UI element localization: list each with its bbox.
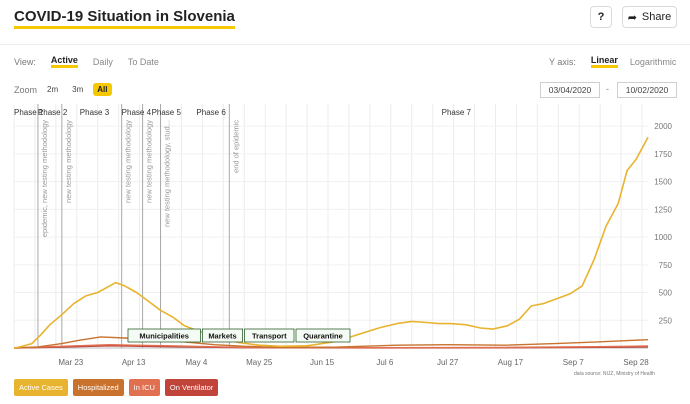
phase-label: Phase 3 bbox=[80, 108, 110, 117]
zoom-3m-button[interactable]: 3m bbox=[72, 85, 84, 94]
y-tick-label: 250 bbox=[659, 316, 673, 325]
measure-box bbox=[201, 328, 243, 343]
y-tick-label: 1000 bbox=[654, 233, 672, 242]
event-label: epidemic, new testing methodology bbox=[40, 120, 49, 237]
measure-label: Municipalities bbox=[139, 332, 189, 341]
series-line-hospitalized bbox=[13, 336, 649, 349]
share-button[interactable]: ➦ Share bbox=[622, 6, 677, 28]
event-label: end of epidemic bbox=[231, 120, 240, 173]
x-tick-label: May 25 bbox=[246, 358, 273, 367]
x-tick-label: Jun 15 bbox=[310, 358, 335, 367]
x-tick-label: Aug 17 bbox=[498, 358, 524, 367]
yaxis-option-log[interactable]: Logarithmic bbox=[629, 56, 677, 67]
y-tick-label: 500 bbox=[659, 289, 673, 298]
date-from-input[interactable]: 03/04/2020 bbox=[540, 82, 600, 98]
help-button[interactable]: ? bbox=[590, 6, 612, 28]
view-option-daily[interactable]: Daily bbox=[92, 56, 113, 67]
date-to-input[interactable]: 10/02/2020 bbox=[617, 82, 677, 98]
y-tick-label: 1750 bbox=[654, 150, 672, 159]
x-tick-label: Sep 28 bbox=[623, 358, 649, 367]
phase-label: Phase 6 bbox=[196, 108, 226, 117]
x-tick-label: Apr 13 bbox=[122, 358, 146, 367]
zoom-label: Zoom bbox=[14, 84, 38, 95]
phase-label: Phase 5 bbox=[152, 108, 182, 117]
chart-legend: Active Cases Hospitalized In ICU On Vent… bbox=[14, 379, 219, 396]
measure-box bbox=[244, 328, 295, 343]
zoom-2m-button[interactable]: 2m bbox=[47, 85, 59, 94]
measure-box bbox=[127, 328, 201, 343]
measure-annotation: Transport bbox=[244, 328, 295, 343]
phase-label: Phase 2 bbox=[38, 108, 68, 117]
legend-on-ventilator[interactable]: On Ventilator bbox=[164, 379, 219, 396]
x-tick-label: Sep 7 bbox=[563, 358, 584, 367]
measure-box bbox=[295, 328, 351, 343]
x-tick-label: Jul 27 bbox=[437, 358, 459, 367]
legend-in-icu[interactable]: In ICU bbox=[128, 379, 160, 396]
measure-annotation: Markets bbox=[201, 328, 243, 343]
yaxis-selector: Y axis: Linear Logarithmic bbox=[549, 55, 676, 68]
x-tick-label: May 4 bbox=[186, 358, 208, 367]
measure-annotation: Quarantine bbox=[295, 328, 351, 343]
measure-label: Markets bbox=[208, 332, 236, 341]
y-tick-label: 750 bbox=[659, 261, 673, 270]
legend-hospitalized[interactable]: Hospitalized bbox=[72, 379, 124, 396]
measure-annotation: Municipalities bbox=[127, 328, 201, 343]
y-tick-label: 1500 bbox=[654, 178, 672, 187]
view-label: View: bbox=[14, 56, 36, 67]
share-label: Share bbox=[641, 11, 672, 23]
x-tick-label: Jul 6 bbox=[376, 358, 393, 367]
event-label: new testing methodology bbox=[145, 120, 154, 203]
event-label: new testing methodology bbox=[124, 120, 133, 203]
x-tick-label: Mar 23 bbox=[58, 358, 83, 367]
y-tick-label: 1250 bbox=[654, 205, 672, 214]
zoom-selector: Zoom 2m 3m All bbox=[14, 83, 112, 96]
source-note: data source: NIJZ, Ministry of Health bbox=[574, 371, 655, 377]
phase-label: Phase 4 bbox=[122, 108, 152, 117]
measure-label: Quarantine bbox=[303, 332, 343, 341]
header-divider bbox=[0, 44, 690, 45]
view-selector: View: Active Daily To Date bbox=[14, 55, 159, 68]
yaxis-option-linear[interactable]: Linear bbox=[590, 55, 618, 68]
series-line-active-cases bbox=[13, 136, 649, 349]
view-option-to-date[interactable]: To Date bbox=[127, 56, 159, 67]
event-label: new testing methodology bbox=[64, 120, 73, 203]
page-title: COVID-19 Situation in Slovenia bbox=[14, 8, 235, 29]
share-icon: ➦ bbox=[627, 11, 637, 24]
zoom-all-button[interactable]: All bbox=[93, 83, 112, 96]
legend-active-cases[interactable]: Active Cases bbox=[14, 379, 68, 396]
y-tick-label: 2000 bbox=[654, 122, 672, 131]
phase-label: Phase 1 bbox=[14, 108, 44, 117]
series-line-in-icu bbox=[13, 344, 649, 349]
measure-label: Transport bbox=[252, 332, 287, 341]
yaxis-label: Y axis: bbox=[549, 56, 576, 67]
view-option-active[interactable]: Active bbox=[50, 55, 78, 68]
phase-label: Phase 7 bbox=[442, 108, 472, 117]
event-label: new testing methodology, stud... bbox=[163, 120, 172, 227]
date-range-separator: - bbox=[606, 84, 609, 94]
